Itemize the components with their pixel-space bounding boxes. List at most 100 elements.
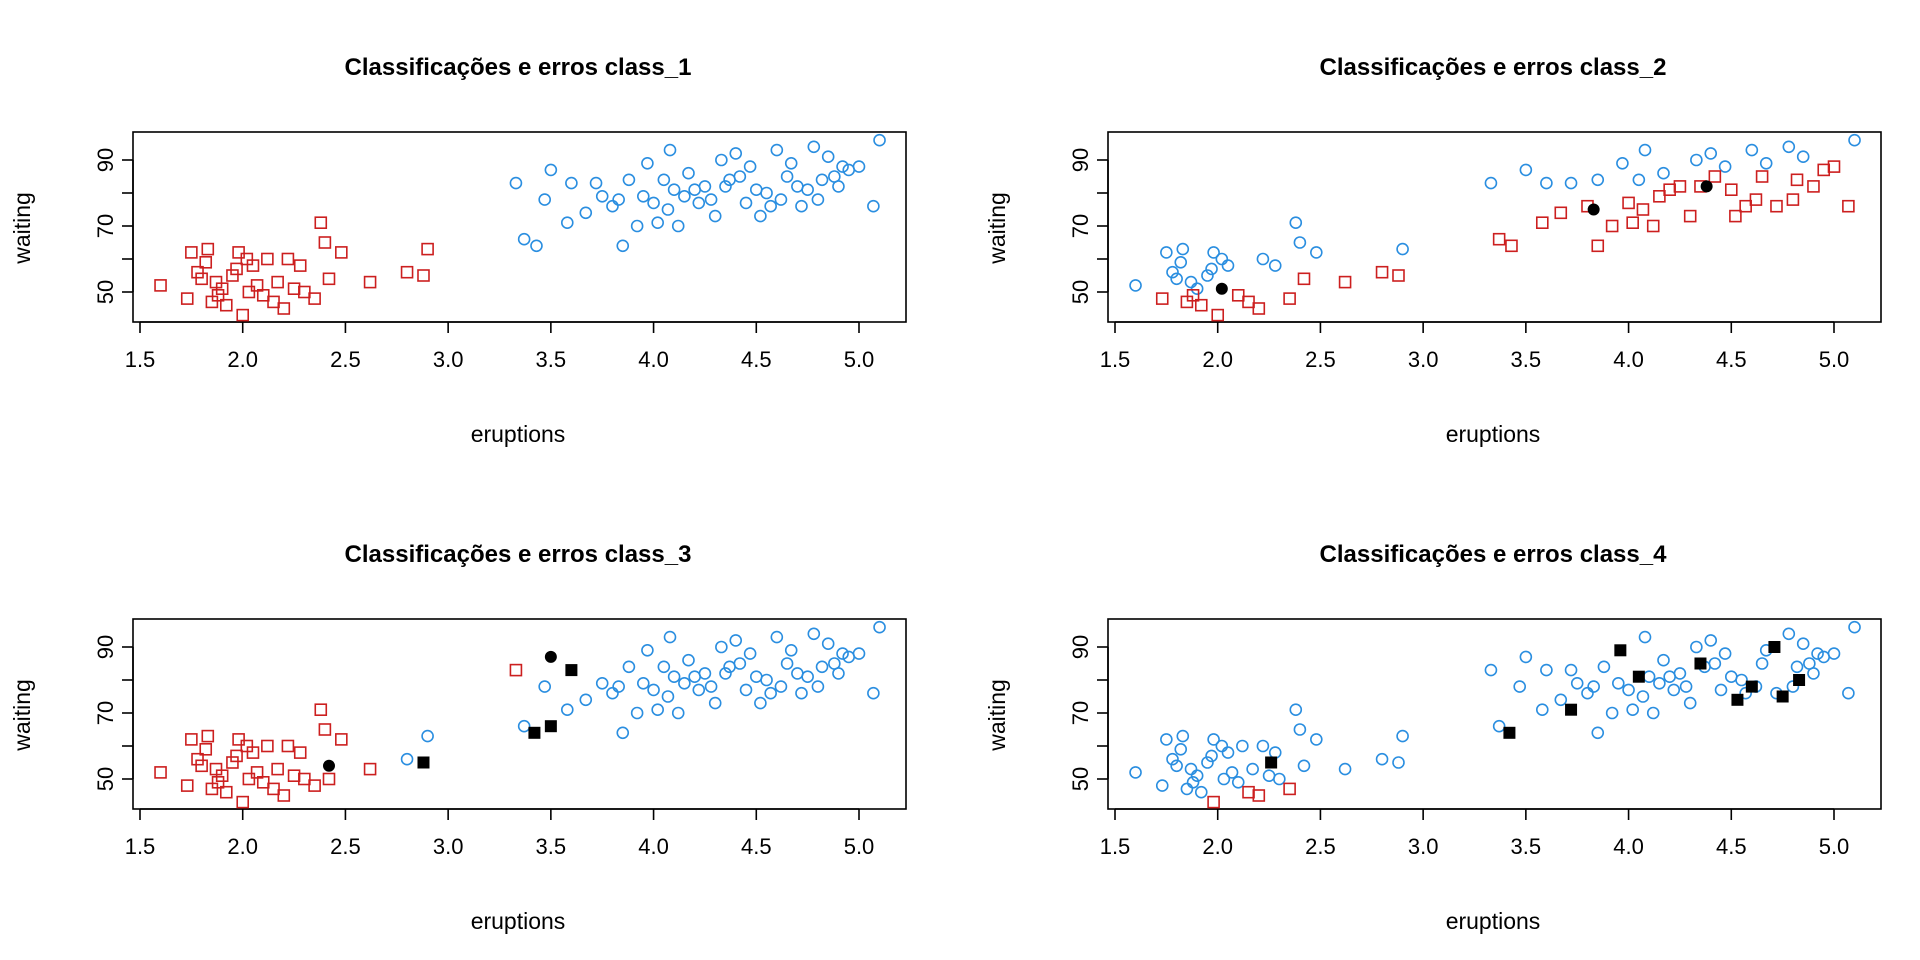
data-point — [719, 180, 732, 193]
x-tick-label: 4.0 — [638, 347, 669, 372]
data-point — [815, 173, 829, 187]
data-point — [1745, 680, 1758, 693]
data-point — [322, 759, 335, 772]
data-point — [1375, 752, 1389, 766]
data-point — [754, 696, 767, 710]
data-point — [1587, 203, 1600, 216]
data-point — [293, 746, 307, 759]
x-tick-label: 2.0 — [1202, 834, 1233, 859]
data-point — [230, 262, 243, 276]
data-point — [1690, 640, 1703, 654]
data-point — [1638, 143, 1652, 157]
data-point — [1375, 265, 1389, 279]
data-point — [1184, 275, 1198, 289]
data-point — [1731, 693, 1744, 706]
data-point — [256, 775, 270, 789]
data-point — [729, 634, 743, 647]
data-point — [784, 643, 798, 657]
data-point — [211, 775, 225, 789]
data-point — [298, 772, 311, 786]
data-point — [246, 746, 260, 759]
data-point — [1653, 676, 1666, 690]
data-point — [232, 246, 245, 259]
data-point — [1605, 706, 1619, 720]
data-point — [1708, 170, 1722, 183]
data-point — [1646, 706, 1660, 720]
x-tick-label: 5.0 — [1819, 834, 1850, 859]
data-point — [199, 255, 213, 269]
data-point — [1283, 782, 1296, 796]
x-axis-label: eruptions — [1446, 421, 1541, 447]
data-point — [852, 160, 866, 173]
data-point — [1786, 193, 1800, 206]
data-point — [1190, 769, 1204, 783]
data-point — [1236, 739, 1249, 753]
x-axis: 1.5 2.0 2.5 3.0 3.5 4.0 4.5 5.0 — [125, 808, 874, 859]
data-point — [595, 676, 609, 690]
data-point — [287, 282, 301, 296]
data-point — [1782, 140, 1796, 154]
data-point — [180, 779, 194, 792]
data-point — [1770, 199, 1783, 213]
data-point — [739, 196, 753, 210]
data-point — [277, 302, 291, 315]
data-point — [195, 272, 208, 286]
data-point — [509, 176, 523, 190]
data-point — [795, 686, 808, 700]
data-point — [815, 660, 829, 674]
data-point — [708, 696, 722, 710]
data-point — [616, 726, 630, 740]
data-point — [873, 620, 886, 634]
data-point — [538, 193, 551, 206]
data-point — [647, 196, 660, 210]
data-point — [749, 670, 763, 684]
panel-title: Classificações e erros class_4 — [1320, 541, 1668, 568]
y-axis-label: waiting — [9, 679, 35, 752]
data-point — [232, 733, 245, 746]
data-point — [298, 285, 311, 299]
data-point — [1642, 670, 1656, 684]
data-point — [867, 199, 880, 213]
data-point — [1535, 703, 1549, 717]
y-tick-label: 70 — [93, 214, 118, 238]
y-tick-label: 70 — [1068, 701, 1093, 725]
data-point — [1242, 295, 1255, 309]
data-point — [201, 729, 215, 743]
data-point — [760, 673, 773, 687]
data-point — [836, 647, 849, 660]
data-point — [1638, 630, 1652, 644]
data-point — [400, 265, 414, 279]
data-point — [836, 160, 849, 173]
x-axis-label: eruptions — [471, 421, 566, 447]
panel-title: Classificações e erros class_3 — [345, 541, 692, 568]
data-point — [528, 726, 541, 739]
x-axis-label: eruptions — [471, 908, 566, 934]
data-point — [770, 143, 784, 157]
data-point — [1252, 789, 1266, 802]
panel-class-2: Classificações e erros class_2 eruptions… — [984, 54, 1882, 447]
data-point — [1745, 143, 1759, 157]
data-point — [1605, 219, 1619, 233]
data-point — [400, 752, 414, 766]
x-tick-label: 5.0 — [1819, 347, 1850, 372]
data-point — [595, 190, 609, 203]
data-point — [544, 650, 557, 663]
data-point — [719, 667, 732, 680]
data-point — [1231, 288, 1245, 302]
series-red-square — [1207, 782, 1296, 809]
series-black-error-circle — [322, 650, 557, 772]
data-point — [1265, 756, 1278, 769]
data-point — [1246, 762, 1259, 776]
y-tick-label: 90 — [93, 148, 118, 172]
data-point — [1535, 216, 1549, 229]
data-point — [1591, 726, 1605, 740]
data-point — [1724, 670, 1738, 684]
data-point — [1215, 739, 1229, 753]
data-point — [1170, 759, 1183, 773]
data-point — [185, 246, 198, 259]
data-point — [1636, 690, 1650, 703]
data-point — [1735, 673, 1748, 687]
data-point — [1616, 157, 1629, 170]
data-point — [154, 766, 167, 779]
data-point — [1217, 772, 1231, 786]
